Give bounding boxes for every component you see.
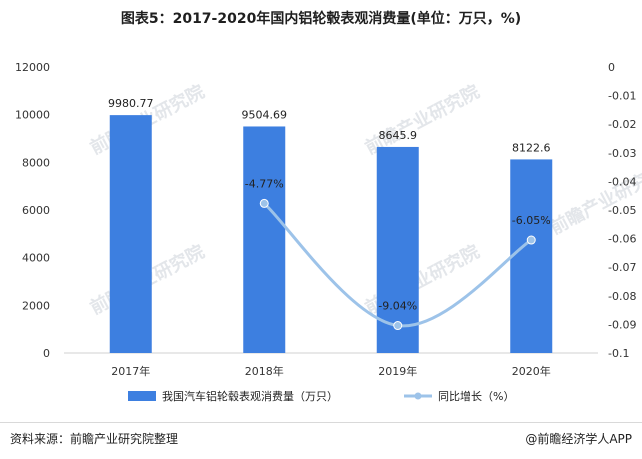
bar-labels: 9980.77 9504.69 8645.9 8122.6 xyxy=(108,97,551,154)
left-tick-label: 8000 xyxy=(22,156,50,169)
right-tick-label: -0.03 xyxy=(608,147,636,160)
bar xyxy=(376,146,419,353)
growth-value-label: -6.05% xyxy=(512,214,551,227)
x-tick-label: 2019年 xyxy=(378,364,417,378)
watermarks: 前瞻产业研究院前瞻产业研究院前瞻产业研究院前瞻产业研究院前瞻产业研究院 xyxy=(86,80,642,319)
legend: 我国汽车铝轮毂表观消费量（万只） 同比增长（%） xyxy=(128,389,514,403)
legend-line-marker xyxy=(414,392,422,400)
growth-point xyxy=(526,235,536,245)
bar-value-label: 8645.9 xyxy=(379,129,418,142)
left-axis-ticks: 0 2000 4000 6000 8000 10000 12000 xyxy=(15,61,50,360)
chart-title: 图表5：2017-2020年国内铝轮毂表观消费量(单位：万只，%) xyxy=(120,11,522,27)
bar xyxy=(109,115,152,353)
right-tick-label: -0.04 xyxy=(608,175,636,188)
left-tick-label: 0 xyxy=(43,347,50,360)
left-tick-label: 4000 xyxy=(22,252,50,265)
legend-bar-swatch xyxy=(128,391,156,401)
right-tick-label: 0 xyxy=(608,61,615,74)
left-tick-label: 12000 xyxy=(15,61,50,74)
right-tick-label: -0.08 xyxy=(608,290,636,303)
growth-point xyxy=(393,321,403,331)
left-tick-label: 2000 xyxy=(22,299,50,312)
growth-value-label: -4.77% xyxy=(245,177,284,190)
bar-value-label: 9504.69 xyxy=(242,108,288,121)
left-tick-label: 10000 xyxy=(15,109,50,122)
growth-line-layer: -4.77% -9.04% -6.05% xyxy=(245,177,551,331)
right-tick-label: -0.09 xyxy=(608,318,636,331)
x-tick-label: 2018年 xyxy=(245,364,284,378)
right-axis-ticks: 0 -0.01 -0.02 -0.03 -0.04 -0.05 -0.06 -0.07 -0.0… xyxy=(608,61,636,360)
bar-value-label: 8122.6 xyxy=(512,141,551,154)
bars xyxy=(109,115,553,353)
growth-value-label: -9.04% xyxy=(378,300,417,313)
x-axis-labels: 2017年 2018年 2019年 2020年 xyxy=(111,364,551,378)
right-tick-label: -0.02 xyxy=(608,118,636,131)
brand-note: @前瞻经济学人APP xyxy=(525,432,632,446)
source-note: 资料来源：前瞻产业研究院整理 xyxy=(10,432,179,446)
right-tick-label: -0.06 xyxy=(608,233,636,246)
bar xyxy=(243,126,286,353)
right-tick-label: -0.05 xyxy=(608,204,636,217)
x-tick-label: 2020年 xyxy=(512,364,551,378)
left-tick-label: 6000 xyxy=(22,204,50,217)
watermark-text: 前瞻产业研究院 xyxy=(546,160,642,239)
legend-bar-label: 我国汽车铝轮毂表观消费量（万只） xyxy=(162,389,338,403)
right-tick-label: -0.1 xyxy=(608,347,629,360)
growth-point xyxy=(259,198,269,208)
legend-line-label: 同比增长（%） xyxy=(438,389,514,403)
bar xyxy=(510,159,553,353)
x-tick-label: 2017年 xyxy=(111,364,150,378)
footer-divider xyxy=(0,422,642,423)
right-tick-label: -0.07 xyxy=(608,261,636,274)
right-tick-label: -0.01 xyxy=(608,90,636,103)
bar-value-label: 9980.77 xyxy=(108,97,154,110)
